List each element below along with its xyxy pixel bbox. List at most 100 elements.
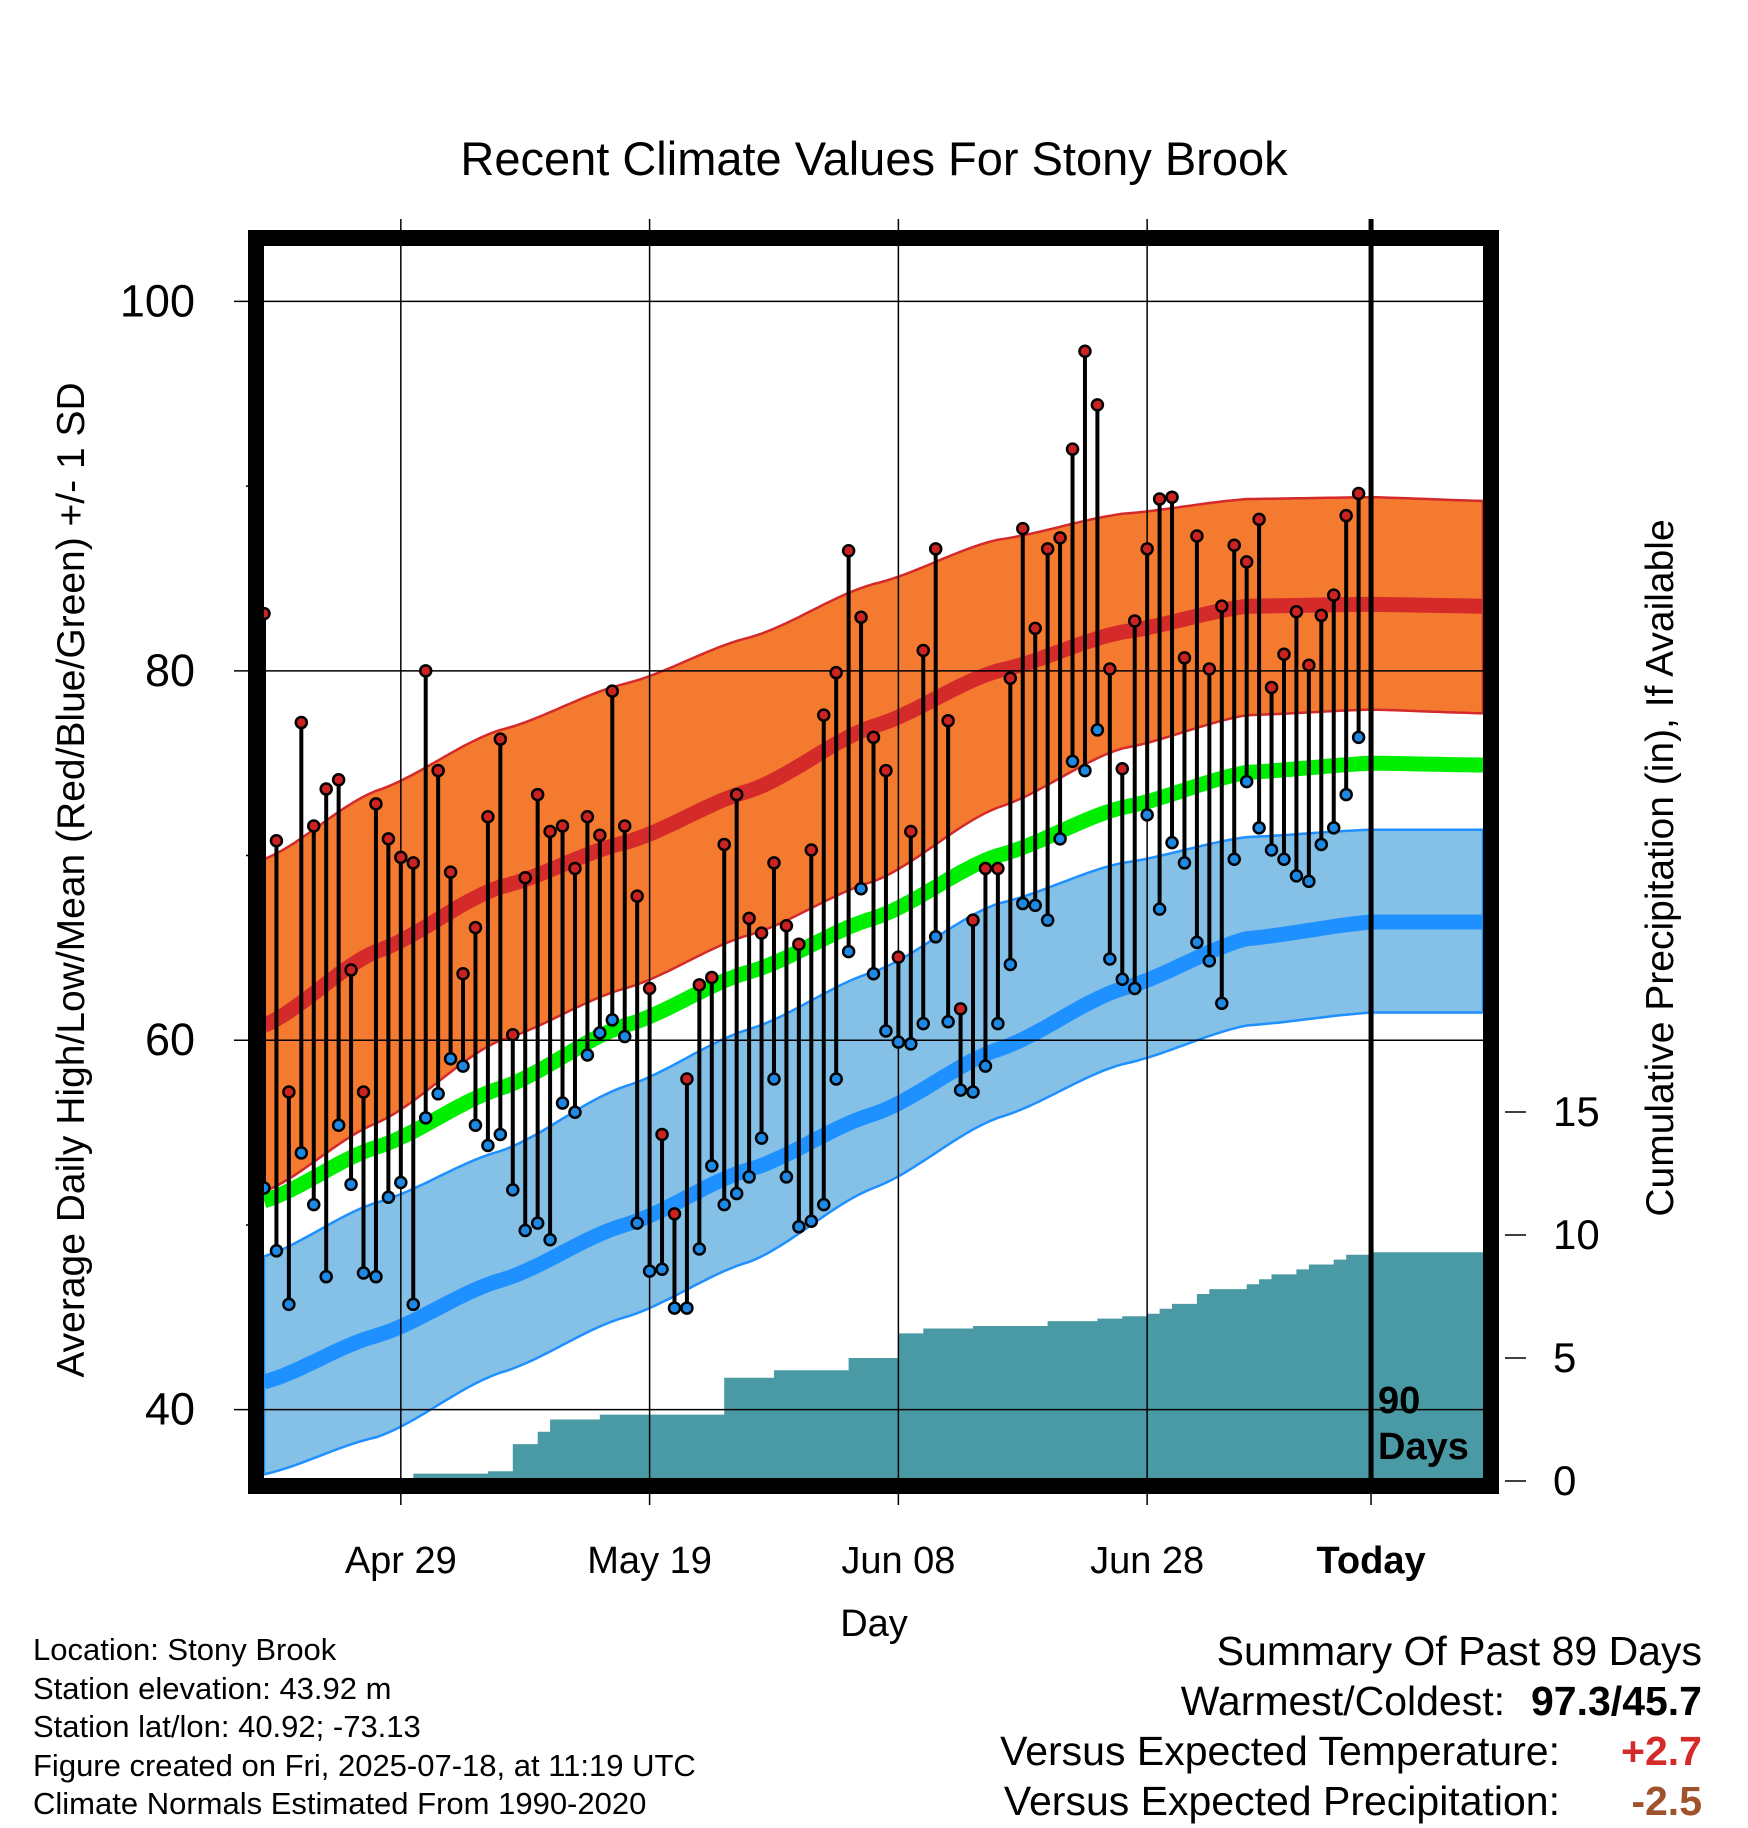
y2-axis-label: Cumulative Precipitation (in), If Availa… — [1639, 519, 1682, 1216]
daily-high-point — [518, 870, 532, 885]
daily-high-point — [580, 809, 595, 824]
daily-high-point — [1040, 542, 1055, 556]
daily-low-point — [916, 1016, 931, 1031]
daily-high-point — [692, 978, 707, 992]
daily-high-point — [1314, 608, 1329, 623]
daily-low-point — [369, 1269, 383, 1284]
daily-low-point — [630, 1216, 644, 1230]
daily-low-point — [966, 1085, 980, 1099]
chart-title: Recent Climate Values For Stony Brook — [460, 132, 1288, 185]
daily-high-point — [841, 544, 856, 558]
warm-cold-label: Warmest/Coldest: — [1180, 1678, 1505, 1724]
daily-low-point — [978, 1059, 993, 1073]
daily-low-point — [792, 1220, 806, 1234]
daily-low-point — [953, 1083, 968, 1097]
daily-low-point — [1040, 913, 1055, 927]
daily-high-point — [356, 1085, 371, 1099]
daily-low-point — [692, 1242, 707, 1256]
daily-high-point — [269, 834, 284, 848]
daily-high-point — [331, 773, 346, 787]
daily-high-point — [1140, 542, 1154, 556]
daily-low-point — [605, 1013, 620, 1027]
daily-low-point — [904, 1037, 918, 1051]
y2-tick-label: 5 — [1553, 1334, 1576, 1381]
gridlines: 40 60 80 100 Apr 29 May 19 Jun 08 Jun 28 Today 0 5… — [120, 219, 1600, 1582]
daily-low-point — [381, 1190, 396, 1204]
daily-low-point — [655, 1262, 669, 1277]
daily-high-point — [816, 708, 831, 722]
daily-high-point — [1302, 658, 1316, 673]
daily-high-point — [468, 920, 483, 935]
daily-high-point — [1003, 671, 1018, 685]
temp-anomaly-value: +2.7 — [1621, 1728, 1702, 1774]
daily-low-point — [1252, 821, 1266, 835]
daily-low-point — [518, 1223, 532, 1238]
daily-high-point — [1127, 614, 1142, 628]
daily-low-point — [493, 1127, 508, 1142]
daily-high-point — [394, 850, 408, 865]
warm-cold-value: 97.3/45.7 — [1531, 1678, 1702, 1724]
daily-low-point — [680, 1301, 694, 1315]
daily-high-point — [866, 730, 881, 745]
x-tick-label: May 19 — [587, 1540, 712, 1582]
daily-high-point — [1239, 555, 1254, 569]
daily-high-point — [916, 643, 931, 658]
daily-low-point — [344, 1177, 358, 1192]
cumulative-precip-area — [264, 1252, 1483, 1481]
daily-low-point — [1103, 952, 1117, 966]
normal-high-line — [264, 596, 1483, 1033]
daily-low-point — [356, 1266, 371, 1280]
plot-border — [248, 230, 1499, 1494]
daily-low-point — [1152, 902, 1167, 916]
daily-low-point — [530, 1216, 545, 1230]
daily-low-point — [941, 1015, 955, 1029]
daily-high-point — [779, 918, 794, 933]
low-sd-band — [264, 828, 1483, 1476]
daily-high-point — [829, 665, 843, 680]
daily-low-point — [1314, 837, 1329, 852]
daily-low-point — [506, 1183, 520, 1197]
daily-low-point — [1227, 852, 1241, 866]
daily-high-point — [729, 787, 744, 802]
daily-low-point — [1289, 869, 1304, 883]
daily-high-point — [705, 970, 719, 985]
daily-low-point — [879, 1024, 893, 1038]
daily-high-point — [1115, 761, 1130, 776]
daily-low-point — [841, 944, 856, 959]
daily-low-point — [1115, 972, 1130, 987]
daily-low-point — [1003, 957, 1018, 972]
daily-low-point — [468, 1118, 483, 1132]
daily-high-point — [1165, 490, 1179, 504]
daily-low-point — [294, 1146, 309, 1160]
summary-title: Summary Of Past 89 Days — [1216, 1628, 1702, 1674]
daily-low-point — [1326, 821, 1341, 835]
daily-low-point — [1177, 856, 1192, 870]
daily-low-point — [593, 1026, 607, 1040]
daily-low-point — [269, 1244, 284, 1258]
daily-high-point — [1351, 486, 1366, 501]
daily-high-point — [1103, 662, 1117, 676]
daily-low-point — [1339, 787, 1353, 802]
daily-high-point — [506, 1027, 520, 1042]
daily-low-point — [1127, 981, 1142, 996]
daily-high-point — [431, 763, 445, 778]
location-text: Location: Stony Brook — [33, 1632, 337, 1667]
daily-low-point — [891, 1035, 906, 1049]
created-text: Figure created on Fri, 2025-07-18, at 11… — [33, 1747, 696, 1783]
daily-low-point — [1277, 852, 1291, 866]
daily-high-point — [642, 981, 657, 996]
daily-low-point — [1302, 874, 1316, 889]
daily-high-point — [978, 861, 993, 876]
y-tick-label: 60 — [145, 1014, 195, 1065]
daily-high-point — [941, 713, 955, 728]
daily-high-point — [1028, 621, 1042, 636]
daily-high-point — [953, 1002, 968, 1016]
daily-high-point — [605, 684, 620, 698]
daily-low-point — [456, 1059, 470, 1073]
daily-high-point — [991, 861, 1005, 876]
daily-high-point — [879, 763, 893, 778]
daily-high-point — [369, 797, 383, 811]
daily-low-point — [1065, 754, 1080, 769]
precipitation-area — [264, 1252, 1483, 1481]
daily-low-point — [1202, 954, 1217, 968]
